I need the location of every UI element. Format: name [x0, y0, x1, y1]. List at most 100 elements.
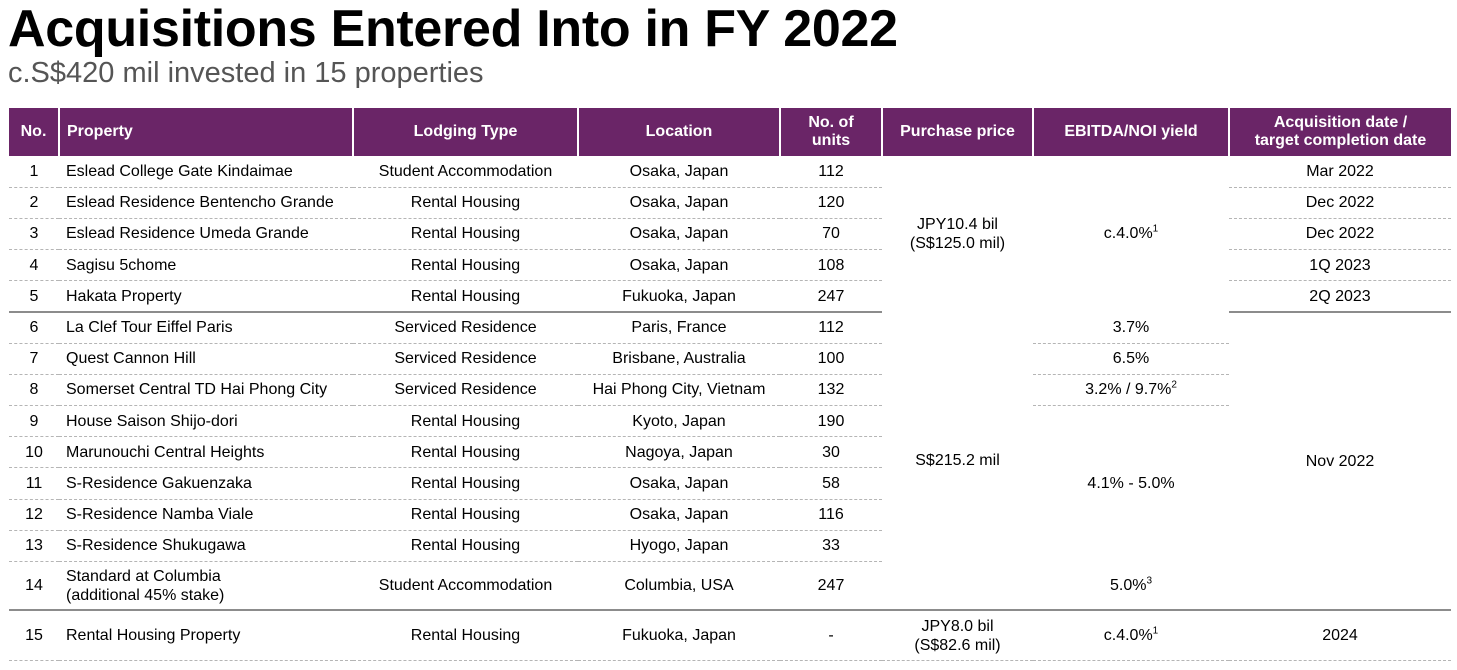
cell-no: 11	[9, 467, 59, 500]
cell-no: 10	[9, 436, 59, 469]
cell-location: Osaka, Japan	[578, 187, 780, 219]
cell-units: 112	[780, 156, 882, 188]
table-row: 14 Standard at Columbia (additional 45% s…	[9, 561, 1451, 612]
cell-location: Osaka, Japan	[578, 249, 780, 282]
cell-location: Osaka, Japan	[578, 156, 780, 188]
cell-property: Sagisu 5chome	[59, 249, 353, 282]
page-title: Acquisitions Entered Into in FY 2022	[8, 0, 898, 58]
table-row: 5 Hakata Property Rental Housing Fukuoka…	[9, 280, 1451, 313]
cell-units: 247	[780, 280, 882, 313]
col-header-purchase-price: Purchase price	[881, 108, 1033, 156]
cell-date: Mar 2022	[1229, 156, 1451, 188]
table-row: 15 Rental Housing Property Rental Housin…	[9, 610, 1451, 661]
cell-no: 9	[9, 405, 59, 438]
cell-units: 247	[780, 561, 882, 612]
cell-lodging-type: Rental Housing	[353, 249, 578, 282]
table-row: 3 Eslead Residence Umeda Grande Rental H…	[9, 218, 1451, 251]
cell-purchase-price-group1: JPY10.4 bil (S$125.0 mil)	[909, 215, 1006, 252]
table-row: 8 Somerset Central TD Hai Phong City Ser…	[9, 374, 1451, 407]
cell-no: 3	[9, 218, 59, 251]
cell-property: S-Residence Gakuenzaka	[59, 467, 353, 500]
cell-lodging-type: Rental Housing	[353, 218, 578, 251]
cell-units: 100	[780, 343, 882, 375]
cell-date: 2024	[1229, 610, 1451, 661]
cell-date: 1Q 2023	[1229, 249, 1451, 282]
table-row: 11 S-Residence Gakuenzaka Rental Housing…	[9, 467, 1451, 500]
cell-no: 2	[9, 187, 59, 219]
table-header-row: No. Property Lodging Type Location No. o…	[9, 108, 1451, 156]
cell-property: Hakata Property	[59, 280, 353, 313]
col-header-units: No. of units	[779, 108, 882, 156]
cell-location: Paris, France	[578, 311, 780, 344]
cell-property: La Clef Tour Eiffel Paris	[59, 311, 353, 344]
cell-lodging-type: Rental Housing	[353, 280, 578, 313]
cell-no: 5	[9, 280, 59, 313]
table-row: 1 Eslead College Gate Kindaimae Student …	[9, 156, 1451, 252]
cell-yield: 6.5%	[1033, 343, 1229, 375]
cell-no: 15	[9, 610, 59, 661]
cell-units: 112	[780, 311, 882, 344]
cell-no: 1	[9, 156, 59, 188]
cell-date-group2: Nov 2022	[1229, 311, 1451, 612]
col-header-property: Property	[58, 108, 353, 156]
cell-purchase-price-group2: S$215.2 mil	[882, 311, 1033, 612]
table-row: 6 La Clef Tour Eiffel Paris Serviced Res…	[9, 311, 1451, 612]
cell-units: 30	[780, 436, 882, 469]
table-row: 7 Quest Cannon Hill Serviced Residence B…	[9, 343, 1451, 375]
cell-property: Eslead Residence Bentencho Grande	[59, 187, 353, 219]
cell-property: Eslead College Gate Kindaimae	[59, 156, 353, 188]
page-subtitle: c.S$420 mil invested in 15 properties	[8, 57, 484, 89]
table-row: 13 S-Residence Shukugawa Rental Housing …	[9, 530, 1451, 562]
cell-date: 2Q 2023	[1229, 280, 1451, 313]
table-row: 9 House Saison Shijo-dori Rental Housing…	[9, 405, 1451, 492]
cell-yield: c.4.0%1	[1033, 610, 1229, 661]
cell-yield: 3.2% / 9.7%2	[1033, 374, 1229, 407]
cell-location: Fukuoka, Japan	[578, 280, 780, 313]
cell-lodging-type: Rental Housing	[353, 187, 578, 219]
cell-date: Dec 2022	[1229, 218, 1451, 251]
cell-no: 14	[9, 561, 59, 612]
cell-property: Somerset Central TD Hai Phong City	[59, 374, 353, 407]
cell-no: 7	[9, 343, 59, 375]
cell-units: 70	[780, 218, 882, 251]
cell-yield-rows-9-13: 4.1% - 5.0%	[1087, 475, 1175, 493]
cell-purchase-price: JPY8.0 bil (S$82.6 mil)	[882, 610, 1033, 661]
cell-units: 116	[780, 499, 882, 531]
cell-units: 120	[780, 187, 882, 219]
col-header-date: Acquisition date / target completion date	[1228, 108, 1451, 156]
cell-yield-group1: c.4.0%1	[1103, 224, 1159, 243]
cell-lodging-type: Rental Housing	[353, 530, 578, 562]
col-header-no: No.	[9, 108, 59, 156]
cell-property: Quest Cannon Hill	[59, 343, 353, 375]
cell-lodging-type: Rental Housing	[353, 499, 578, 531]
cell-no: 8	[9, 374, 59, 407]
cell-location: Hai Phong City, Vietnam	[578, 374, 780, 407]
cell-property: House Saison Shijo-dori	[59, 405, 353, 438]
cell-lodging-type: Student Accommodation	[353, 156, 578, 188]
cell-location: Columbia, USA	[578, 561, 780, 612]
cell-no: 4	[9, 249, 59, 282]
acquisitions-table: No. Property Lodging Type Location No. o…	[9, 108, 1451, 661]
cell-lodging-type: Rental Housing	[353, 436, 578, 469]
table-row: 4 Sagisu 5chome Rental Housing Osaka, Ja…	[9, 249, 1451, 282]
cell-lodging-type: Rental Housing	[353, 405, 578, 438]
cell-units: 132	[780, 374, 882, 407]
cell-location: Nagoya, Japan	[578, 436, 780, 469]
cell-property: S-Residence Namba Viale	[59, 499, 353, 531]
cell-units: 108	[780, 249, 882, 282]
cell-lodging-type: Serviced Residence	[353, 343, 578, 375]
col-header-yield: EBITDA/NOI yield	[1032, 108, 1229, 156]
cell-location: Osaka, Japan	[578, 499, 780, 531]
cell-location: Brisbane, Australia	[578, 343, 780, 375]
cell-no: 12	[9, 499, 59, 531]
cell-no: 6	[9, 311, 59, 344]
cell-lodging-type: Serviced Residence	[353, 311, 578, 344]
cell-yield: 5.0%3	[1033, 561, 1229, 612]
col-header-lodging-type: Lodging Type	[352, 108, 578, 156]
table-row: 2 Eslead Residence Bentencho Grande Rent…	[9, 187, 1451, 219]
cell-no: 13	[9, 530, 59, 562]
cell-location: Osaka, Japan	[578, 467, 780, 500]
cell-units: 33	[780, 530, 882, 562]
cell-lodging-type: Serviced Residence	[353, 374, 578, 407]
cell-lodging-type: Rental Housing	[353, 467, 578, 500]
